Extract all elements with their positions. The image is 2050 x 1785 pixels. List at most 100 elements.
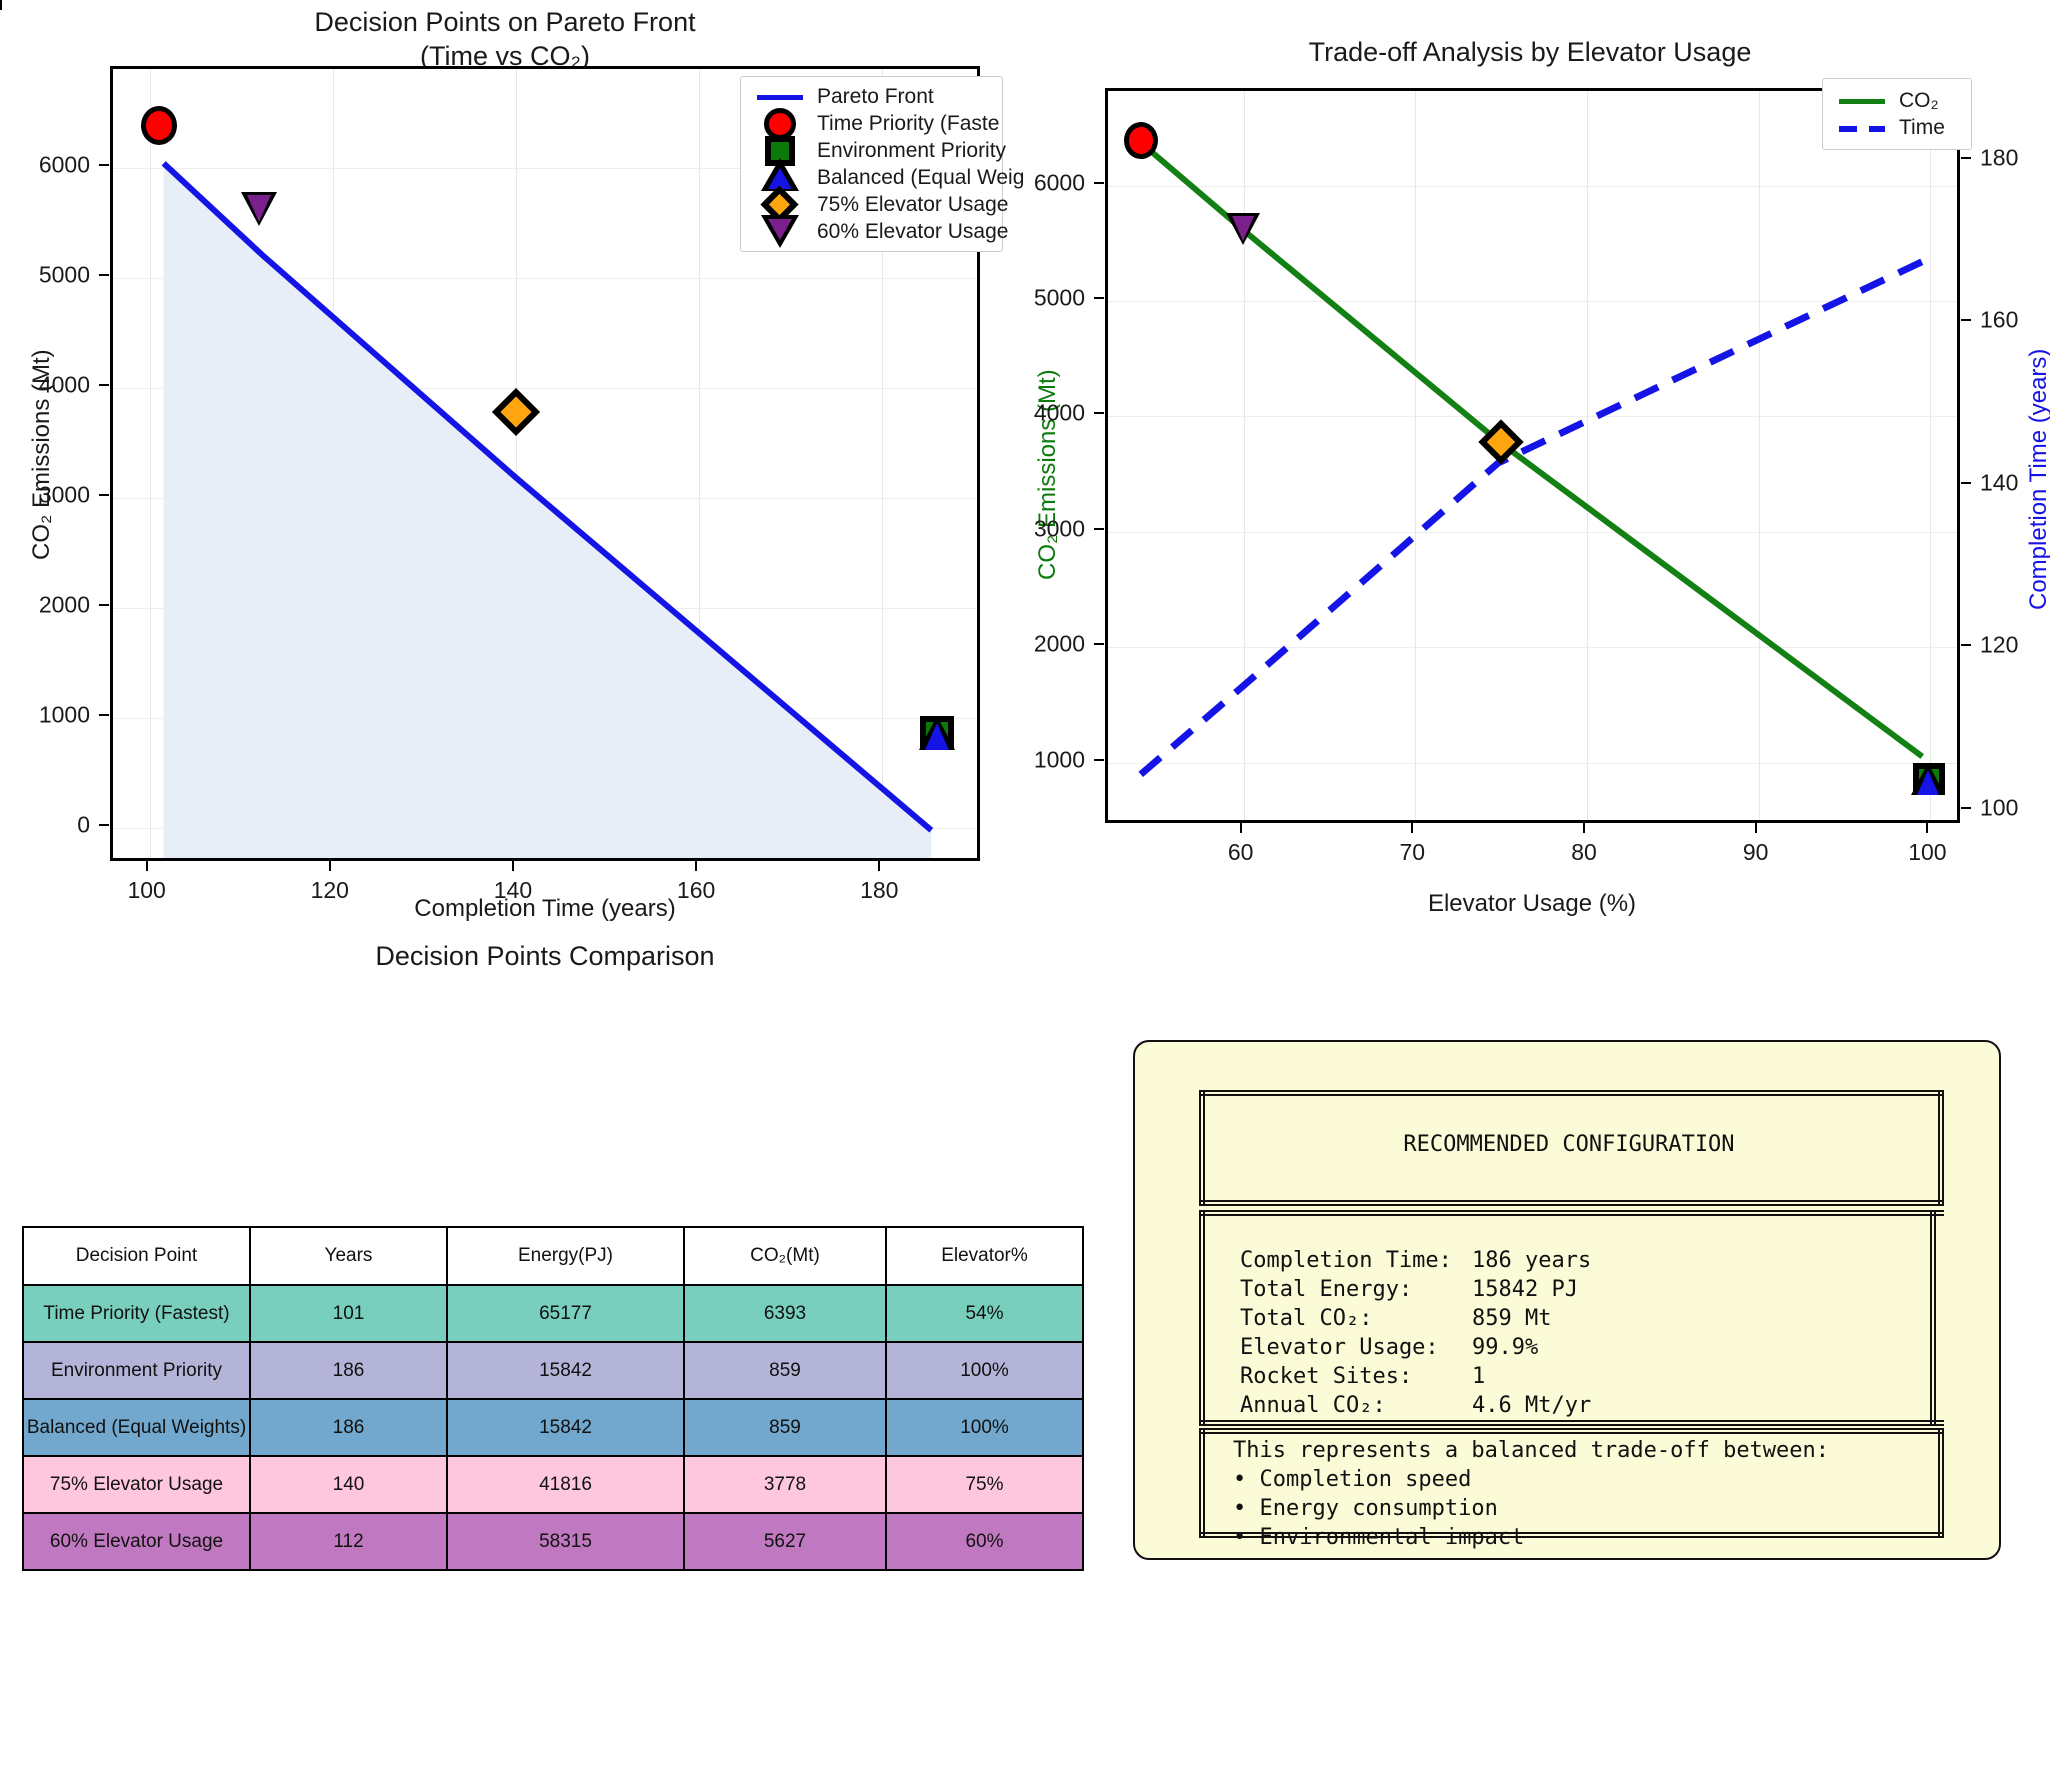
recommended-configuration-panel: RECOMMENDED CONFIGURATION Completion Tim… — [1133, 1040, 2001, 1560]
config-footer-bullet: • Energy consumption — [1233, 1496, 1498, 1521]
table-cell: 5627 — [683, 1512, 887, 1571]
y-tick-mark — [99, 823, 109, 826]
x-tick-label: 100 — [127, 877, 166, 903]
legend-item-time[interactable]: Time — [1831, 114, 1963, 141]
table-column-header: CO₂(Mt) — [683, 1226, 887, 1286]
x-tick-mark — [878, 861, 881, 871]
y-tick-label-right: 100 — [1980, 794, 2019, 821]
table-cell: Environment Priority — [22, 1341, 251, 1400]
legend-label: 60% Elevator Usage — [817, 219, 1009, 243]
gridline-vertical — [1415, 91, 1417, 820]
legend-label: Time Priority (Faste — [817, 111, 1000, 135]
circle-marker-icon — [749, 108, 811, 140]
config-field-value: 859 Mt — [1472, 1306, 1552, 1331]
ascii-frame-heading-left — [1199, 1090, 1205, 1206]
y-tick-mark-left — [1094, 758, 1104, 761]
table-cell: 186 — [249, 1341, 448, 1400]
table-cell: 75% — [885, 1455, 1084, 1514]
ascii-frame-heading-right — [1938, 1090, 1944, 1206]
gridline-horizontal — [1108, 301, 1957, 302]
table-cell: 100% — [885, 1398, 1084, 1457]
line-icon — [1831, 87, 1893, 114]
data-point-marker-diamond — [491, 388, 540, 437]
gridline-horizontal — [1108, 762, 1957, 764]
legend-item-time-priority[interactable]: Time Priority (Faste — [749, 108, 999, 140]
x-tick-label: 70 — [1399, 839, 1426, 865]
pareto-title-line1: Decision Points on Pareto Front — [314, 7, 696, 37]
legend-label: Balanced (Equal Weig — [817, 165, 1025, 189]
gridline-horizontal — [1108, 416, 1957, 418]
x-tick-label: 140 — [493, 877, 533, 903]
table-cell: 3778 — [683, 1455, 887, 1514]
data-point-marker-triangle-down — [247, 194, 272, 222]
gridline-horizontal — [1108, 531, 1957, 533]
table-cell: 60% Elevator Usage — [22, 1512, 251, 1571]
y-tick-mark-left — [1094, 297, 1104, 299]
 — [0, 0, 2, 10]
y-tick-label-right: 160 — [1980, 306, 2019, 333]
gridline-vertical — [699, 69, 701, 858]
table-row: 75% Elevator Usage 140 41816 3778 75% — [22, 1455, 1084, 1514]
table-cell: 140 — [249, 1455, 448, 1514]
pareto-front-chart: Decision Points on Pareto Front (Time vs… — [0, 0, 1024, 960]
gridline-horizontal — [113, 827, 977, 829]
table-cell: 859 — [683, 1398, 887, 1457]
gridline-vertical — [149, 69, 151, 858]
tradeoff-x-axis-title: Elevator Usage (%) — [1427, 890, 1637, 917]
y-tick-label: 3000 — [38, 481, 90, 508]
config-footer-bullet: • Completion speed — [1233, 1467, 1472, 1492]
table-cell: 859 — [683, 1341, 887, 1400]
config-field-row: Total Energy: 15842 PJ — [1240, 1275, 1591, 1304]
ascii-frame-body-left — [1199, 1210, 1205, 1426]
gridline-vertical — [515, 69, 517, 858]
y-tick-label-right: 180 — [1980, 144, 2019, 171]
x-tick-label: 160 — [676, 877, 716, 903]
triangle-down-marker-icon — [749, 215, 811, 248]
legend-item-pareto-front[interactable]: Pareto Front — [749, 83, 994, 110]
y-tick-label: 6000 — [38, 151, 90, 178]
table-header-row: Decision Point Years Energy(PJ) CO₂(Mt) Elev… — [22, 1226, 1084, 1286]
config-field-row: Elevator Usage: 99.9% — [1240, 1333, 1591, 1362]
table-cell: 112 — [249, 1512, 448, 1571]
table-column-header: Years — [249, 1226, 448, 1286]
gridline-vertical — [332, 69, 334, 858]
pareto-legend: Pareto Front Time Priority (Faste Enviro… — [740, 76, 1024, 252]
table-cell: 58315 — [446, 1512, 685, 1571]
ascii-frame-top — [1199, 1090, 1944, 1096]
y-tick-mark — [99, 163, 109, 166]
y-tick-label: 0 — [77, 811, 90, 838]
config-field-value: 99.9% — [1472, 1335, 1539, 1360]
legend-item-co2[interactable]: CO₂ — [1831, 87, 1963, 114]
gridline-vertical — [1930, 91, 1932, 820]
ascii-frame-footer-right — [1938, 1428, 1944, 1538]
legend-item-balanced[interactable]: Balanced (Equal Weig — [749, 158, 1024, 191]
y-tick-label: 4000 — [38, 371, 90, 398]
x-tick-mark — [1926, 823, 1929, 833]
legend-item-60-elevator[interactable]: 60% Elevator Usage — [749, 215, 1008, 248]
tradeoff-series-overlay — [1138, 140, 1925, 778]
table-cell: 186 — [249, 1398, 448, 1457]
config-field-label: Annual CO₂: — [1240, 1393, 1386, 1418]
gridline-horizontal — [113, 497, 977, 499]
tradeoff-plot-area — [1105, 88, 1960, 823]
tradeoff-chart: Trade-off Analysis by Elevator Usage CO₂… — [1010, 0, 2050, 960]
y-tick-mark — [99, 713, 109, 716]
table-cell: 41816 — [446, 1455, 685, 1514]
config-field-value: 186 years — [1472, 1248, 1592, 1273]
legend-item-75-elevator[interactable]: 75% Elevator Usage — [749, 185, 1008, 224]
config-field-value: 15842 PJ — [1472, 1277, 1578, 1302]
legend-label: 75% Elevator Usage — [817, 192, 1009, 216]
y-tick-mark-right — [1961, 481, 1971, 484]
table-row: 60% Elevator Usage 112 58315 5627 60% — [22, 1512, 1084, 1571]
table-row: Balanced (Equal Weights) 186 15842 859 100% — [22, 1398, 1084, 1457]
table-row: Time Priority (Fastest) 101 65177 6393 54% — [22, 1284, 1084, 1343]
decision-points-table: Decision Point Years Energy(PJ) CO₂(Mt) Elev… — [22, 1226, 1084, 1571]
table-section-title: Decision Points Comparison — [375, 941, 715, 971]
y-tick-mark — [99, 273, 109, 276]
gridline-horizontal — [113, 717, 977, 719]
y-tick-label-left: 1000 — [1033, 746, 1085, 773]
y-tick-mark-right — [1961, 156, 1971, 159]
x-tick-mark — [695, 861, 698, 871]
config-field-label: Total CO₂: — [1240, 1306, 1373, 1331]
data-point-marker-circle — [1123, 122, 1158, 160]
